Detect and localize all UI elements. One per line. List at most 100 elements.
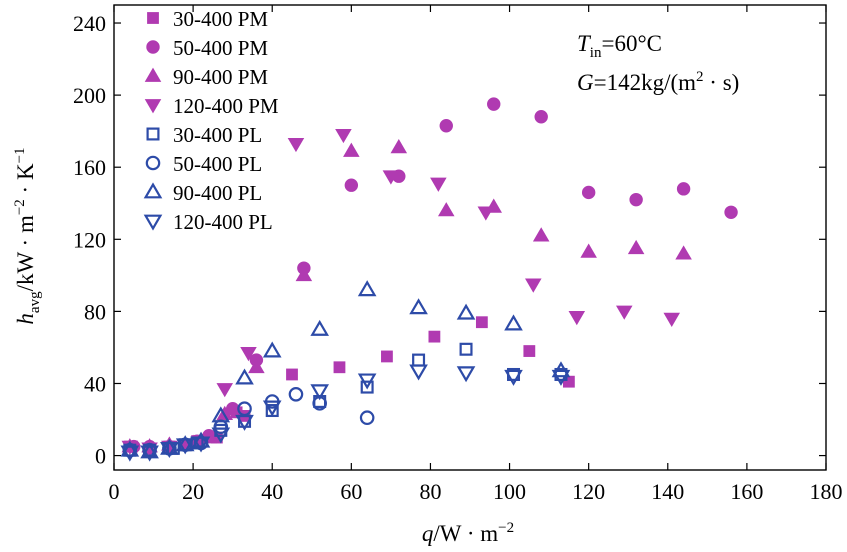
- data-point: [437, 202, 455, 217]
- data-point: [581, 185, 596, 200]
- data-point: [439, 119, 453, 133]
- data-point: [456, 366, 476, 383]
- data-point: [235, 414, 254, 431]
- x-tick-label: 80: [419, 479, 441, 504]
- data-point: [381, 350, 393, 363]
- data-point: [676, 182, 691, 196]
- y-tick-label: 40: [84, 371, 106, 396]
- data-point: [191, 431, 211, 448]
- data-point: [459, 342, 473, 356]
- data-point: [409, 364, 428, 381]
- y-tick-label: 120: [73, 227, 106, 252]
- data-point: [504, 369, 523, 386]
- legend-marker-icon: [143, 182, 163, 199]
- data-point: [140, 445, 159, 462]
- data-point: [216, 383, 234, 398]
- legend-marker-icon: [143, 214, 163, 231]
- data-point: [240, 347, 257, 362]
- x-tick-label: 160: [730, 479, 763, 504]
- data-point: [120, 440, 140, 457]
- data-point: [357, 280, 377, 297]
- data-point: [191, 436, 211, 453]
- x-tick-label: 40: [261, 479, 283, 504]
- data-point: [456, 303, 476, 320]
- data-point: [428, 330, 441, 343]
- legend-label: 30-400 PM: [173, 7, 268, 31]
- annotation-inlet-temperature: Tin=60°C: [577, 31, 662, 61]
- data-point: [357, 373, 377, 390]
- data-point: [724, 205, 738, 219]
- data-point: [175, 438, 195, 455]
- data-point: [333, 361, 346, 374]
- data-point: [310, 384, 330, 401]
- data-point: [551, 369, 571, 386]
- data-point: [504, 314, 523, 331]
- data-point: [382, 170, 400, 185]
- data-point: [160, 441, 179, 458]
- legend-label: 30-400 PL: [173, 123, 262, 147]
- series-30-400-pm: [123, 316, 575, 455]
- legend-marker-icon: [146, 40, 160, 54]
- axis-ticks: 0 20 40 60 80 100 120 140 160 180 0 40 80 120 160 200 24…: [73, 5, 843, 504]
- data-point: [287, 137, 305, 153]
- annotation-mass-flux: G=142kg/(m2 · s): [577, 69, 739, 95]
- legend: 30-400 PM 50-400 PM 90-400 PM 120-400 PM 30-…: [143, 7, 279, 234]
- data-point: [360, 380, 374, 394]
- legend-label: 120-400 PM: [173, 94, 279, 118]
- data-point: [409, 298, 428, 315]
- data-point: [534, 110, 548, 124]
- data-point: [627, 239, 645, 255]
- data-point: [580, 243, 597, 258]
- legend-label: 50-400 PL: [173, 152, 262, 176]
- x-tick-label: 140: [651, 479, 684, 504]
- data-point: [262, 341, 282, 358]
- y-tick-label: 240: [73, 11, 106, 36]
- data-point: [216, 405, 234, 420]
- data-point: [663, 312, 681, 327]
- data-point: [310, 319, 330, 336]
- legend-marker-icon: [144, 99, 162, 114]
- data-point: [475, 316, 488, 329]
- data-point: [286, 368, 298, 381]
- data-point: [211, 406, 231, 423]
- plot-area: [113, 4, 827, 471]
- data-point: [523, 345, 536, 357]
- data-marks: [120, 97, 738, 462]
- x-axis-label: q/W · m−2: [422, 520, 514, 546]
- data-point: [477, 206, 495, 221]
- y-tick-label: 160: [73, 155, 106, 180]
- data-point: [120, 445, 140, 462]
- series-120-400-pl: [120, 364, 571, 462]
- legend-label: 90-400 PL: [173, 181, 262, 205]
- legend-label: 50-400 PM: [173, 36, 268, 60]
- data-point: [568, 310, 586, 326]
- legend-marker-icon: [144, 67, 162, 82]
- x-tick-label: 20: [182, 479, 204, 504]
- x-tick-label: 120: [572, 479, 605, 504]
- data-point: [551, 361, 571, 378]
- data-point: [675, 245, 692, 260]
- data-point: [295, 266, 313, 282]
- y-axis-label: havg/kW · m−2 · K−1: [12, 147, 43, 324]
- legend-marker-icon: [145, 155, 161, 171]
- legend-label: 120-400 PL: [173, 210, 273, 234]
- series-90-400-pl: [120, 280, 571, 459]
- data-point: [390, 138, 408, 154]
- data-point: [359, 410, 375, 426]
- plot-frame: [113, 4, 827, 471]
- data-point: [615, 305, 633, 320]
- legend-marker-icon: [147, 12, 159, 24]
- data-point: [525, 278, 542, 293]
- data-point: [248, 358, 265, 374]
- data-point: [343, 142, 360, 157]
- y-tick-label: 80: [84, 299, 106, 324]
- x-tick-label: 60: [340, 479, 362, 504]
- data-point: [487, 97, 501, 111]
- data-point: [629, 192, 643, 207]
- data-point: [532, 227, 550, 242]
- legend-label: 90-400 PM: [173, 65, 268, 89]
- data-point: [412, 353, 426, 367]
- x-tick-label: 0: [109, 479, 120, 504]
- y-tick-label: 0: [95, 444, 106, 469]
